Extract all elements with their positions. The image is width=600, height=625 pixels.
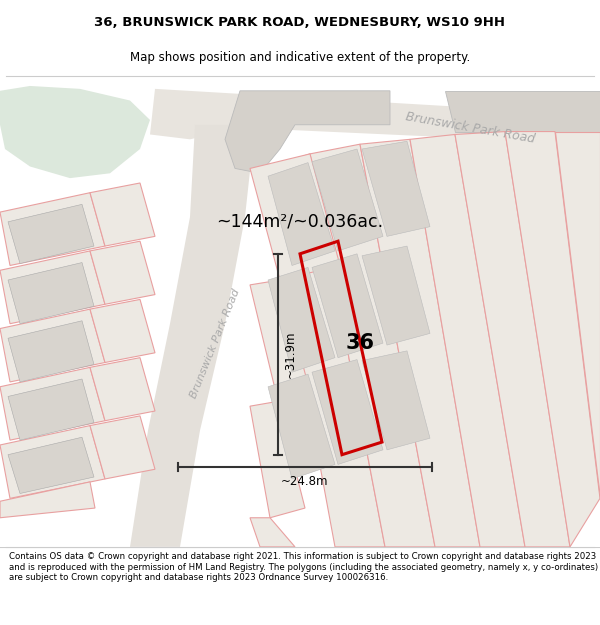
Polygon shape	[90, 357, 155, 421]
Text: ~24.8m: ~24.8m	[281, 475, 329, 488]
Polygon shape	[150, 89, 600, 144]
Polygon shape	[90, 241, 155, 304]
Polygon shape	[8, 204, 94, 264]
Polygon shape	[312, 254, 383, 358]
Polygon shape	[505, 131, 600, 547]
Polygon shape	[225, 91, 390, 173]
Polygon shape	[265, 154, 385, 547]
Polygon shape	[0, 251, 105, 324]
Polygon shape	[0, 192, 105, 266]
Polygon shape	[268, 374, 335, 479]
Polygon shape	[312, 149, 383, 251]
Polygon shape	[90, 416, 155, 479]
Polygon shape	[0, 482, 95, 518]
Polygon shape	[130, 125, 255, 547]
Polygon shape	[0, 309, 105, 382]
Polygon shape	[8, 379, 94, 440]
Polygon shape	[455, 131, 570, 547]
Polygon shape	[312, 359, 383, 464]
Text: ~31.9m: ~31.9m	[284, 331, 297, 378]
Polygon shape	[250, 154, 340, 280]
Polygon shape	[250, 280, 310, 401]
Polygon shape	[90, 299, 155, 362]
Polygon shape	[250, 518, 295, 547]
Polygon shape	[0, 426, 105, 498]
Text: Brunswick Park Road: Brunswick Park Road	[404, 110, 536, 146]
Polygon shape	[8, 262, 94, 324]
Polygon shape	[8, 321, 94, 382]
Text: Contains OS data © Crown copyright and database right 2021. This information is : Contains OS data © Crown copyright and d…	[9, 552, 598, 582]
Text: Map shows position and indicative extent of the property.: Map shows position and indicative extent…	[130, 51, 470, 64]
Polygon shape	[250, 401, 305, 518]
Polygon shape	[8, 438, 94, 494]
Polygon shape	[555, 131, 600, 498]
Polygon shape	[268, 268, 335, 372]
Polygon shape	[362, 351, 430, 450]
Text: 36, BRUNSWICK PARK ROAD, WEDNESBURY, WS10 9HH: 36, BRUNSWICK PARK ROAD, WEDNESBURY, WS1…	[95, 16, 505, 29]
Polygon shape	[360, 139, 480, 547]
Polygon shape	[362, 246, 430, 345]
Text: 36: 36	[346, 333, 374, 353]
Polygon shape	[0, 368, 105, 440]
Polygon shape	[0, 86, 150, 178]
Polygon shape	[90, 183, 155, 246]
Polygon shape	[445, 91, 600, 131]
Polygon shape	[310, 144, 435, 547]
Polygon shape	[268, 162, 335, 266]
Polygon shape	[410, 134, 525, 547]
Polygon shape	[362, 141, 430, 236]
Text: Brunswick Park Road: Brunswick Park Road	[188, 287, 242, 399]
Text: ~144m²/~0.036ac.: ~144m²/~0.036ac.	[217, 213, 383, 231]
